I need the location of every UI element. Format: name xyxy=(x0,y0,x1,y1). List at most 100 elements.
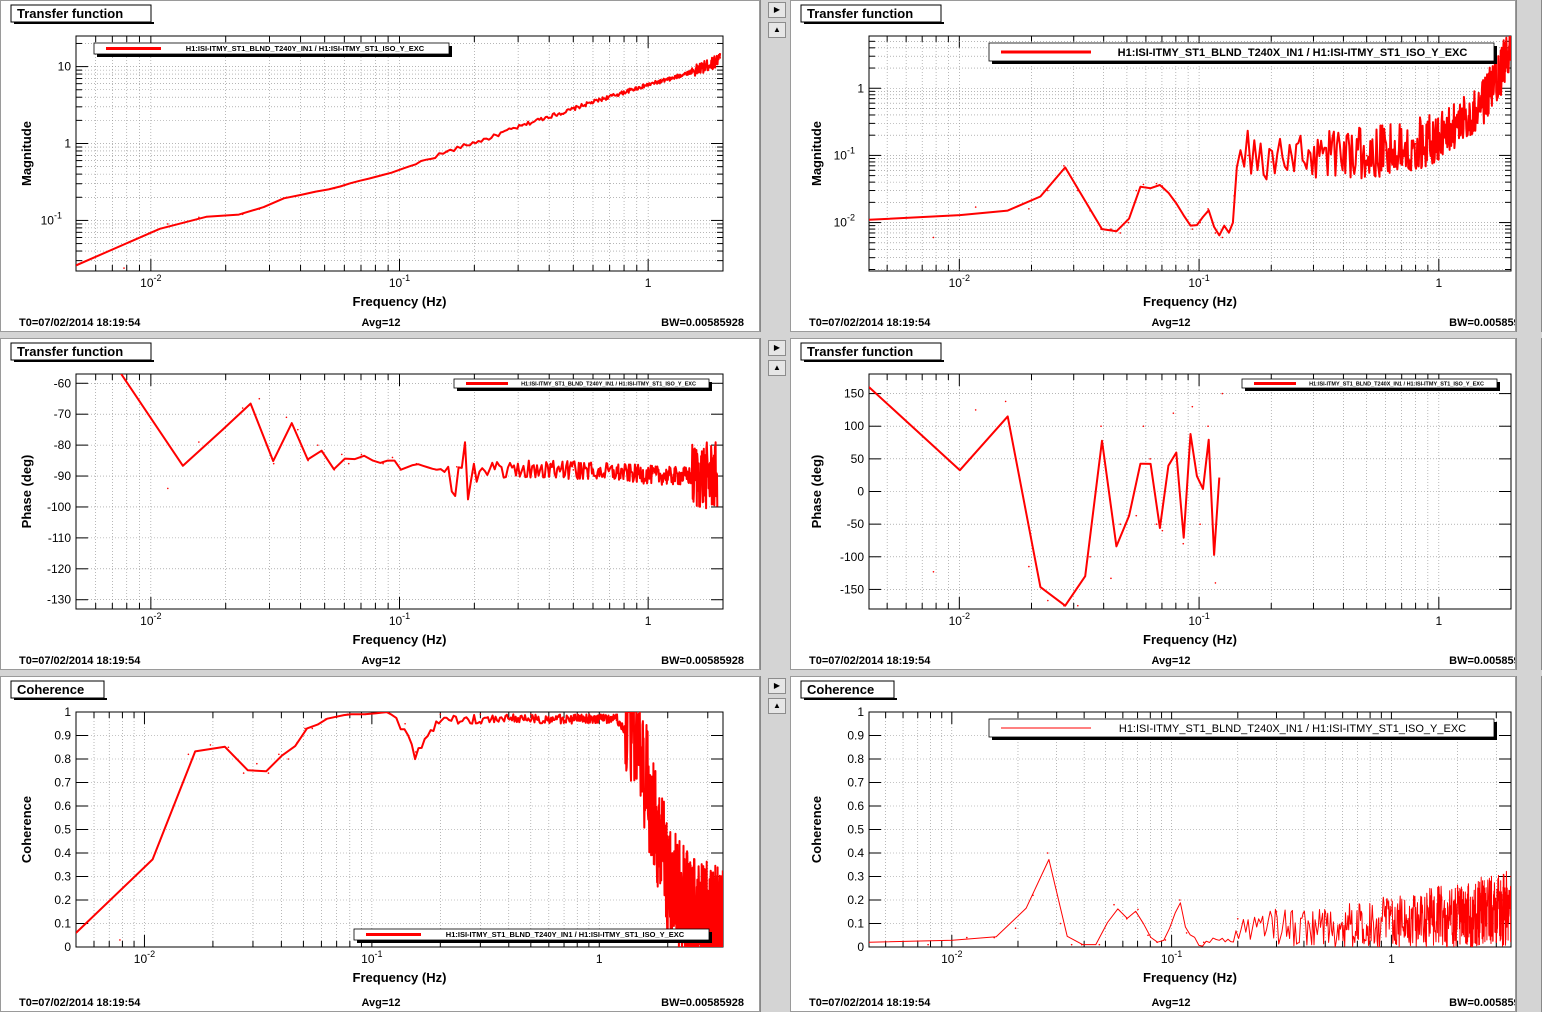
data-point xyxy=(666,875,669,878)
data-point xyxy=(620,92,623,95)
y-axis-label: Magnitude xyxy=(809,121,824,186)
up-arrow-button[interactable]: ▲ xyxy=(768,698,786,714)
data-point xyxy=(76,932,77,934)
data-point xyxy=(1275,910,1278,913)
data-point xyxy=(187,753,190,756)
right-edge-divider xyxy=(1516,0,1542,1012)
x-tick-label-base: 10 xyxy=(389,276,403,290)
data-point xyxy=(1214,232,1217,234)
footer-avg: Avg=12 xyxy=(1151,655,1190,667)
footer-t0: T0=07/02/2014 18:19:54 xyxy=(809,997,931,1009)
data-point xyxy=(258,208,261,210)
data-point xyxy=(391,456,394,459)
x-tick-label: 10-2 xyxy=(140,273,161,290)
right-arrow-button[interactable]: ▶ xyxy=(768,2,786,18)
data-point xyxy=(1059,922,1062,925)
data-point xyxy=(285,416,288,419)
phase-left-panel[interactable]: Transfer function 10-2 10-1 1 -130 -120 -110 -1… xyxy=(0,338,760,670)
data-point xyxy=(297,428,299,431)
data-point xyxy=(710,62,713,65)
data-point xyxy=(722,927,723,929)
x-axis-label: Frequency (Hz) xyxy=(353,970,447,985)
data-point xyxy=(1063,604,1065,607)
data-point xyxy=(167,487,169,490)
grid xyxy=(869,374,1512,609)
y-tick-label: -90 xyxy=(54,469,72,483)
y-axis-label: Phase (deg) xyxy=(809,455,824,529)
data-point xyxy=(119,939,121,941)
y-tick-label: 0.4 xyxy=(54,846,71,860)
x-tick-label: 10-2 xyxy=(949,273,970,290)
legend-box xyxy=(988,42,1495,62)
data-point xyxy=(386,712,389,713)
y-tick-label: 100 xyxy=(844,419,864,433)
data-point xyxy=(1149,458,1151,460)
data-point xyxy=(869,386,870,388)
data-point xyxy=(120,374,123,375)
y-axis-label: Magnitude xyxy=(19,121,34,186)
data-point xyxy=(435,469,437,471)
data-point xyxy=(1390,899,1393,901)
grid xyxy=(75,374,724,609)
footer-bw: BW=0.00585928 xyxy=(661,317,744,329)
data-point xyxy=(473,472,476,474)
y-tick-label: 0.9 xyxy=(54,729,71,743)
column-divider[interactable] xyxy=(760,0,794,1012)
legend-box xyxy=(353,928,710,941)
data-point xyxy=(1028,565,1030,568)
data-point xyxy=(241,213,244,216)
y-tick-label: 0 xyxy=(857,940,864,954)
data-point xyxy=(1142,183,1145,186)
x-axis-label: Frequency (Hz) xyxy=(1143,632,1237,647)
x-tick-label-base: 10 xyxy=(1188,614,1202,628)
x-tick-label-exp: -2 xyxy=(962,273,970,283)
data-point xyxy=(347,182,350,185)
footer-bw: BW=0.00585928 xyxy=(1449,317,1515,329)
data-point xyxy=(1164,939,1167,941)
data-point xyxy=(932,236,935,239)
coherence-right-panel[interactable]: Coherence 10-2 10-1 1 0 0.1 0.2 0.3 0.4 0.5 0.6 0.7… xyxy=(790,676,1532,1012)
x-tick-label-base: 1 xyxy=(645,276,652,290)
phase-right-panel[interactable]: Transfer function 10-2 10-1 1 -150 -100 -50 0 50… xyxy=(790,338,1532,670)
data-point xyxy=(688,910,691,913)
y-axis-label: Phase (deg) xyxy=(19,455,34,529)
x-tick-label: 1 xyxy=(1435,614,1442,628)
data-point xyxy=(241,407,244,409)
up-arrow-button[interactable]: ▲ xyxy=(768,22,786,38)
data-point xyxy=(1270,161,1273,163)
data-point xyxy=(1098,943,1101,946)
x-tick-label-base: 10 xyxy=(140,614,154,628)
up-arrow-button[interactable]: ▲ xyxy=(768,360,786,376)
legend-box xyxy=(988,718,1495,738)
data-point xyxy=(1199,221,1201,224)
magnitude-left-panel[interactable]: Transfer function 10-2 10-1 1 10-1 1 10 Frequen… xyxy=(0,0,760,332)
data-point xyxy=(671,77,674,80)
plot-frame xyxy=(75,35,724,272)
x-tick-label: 10-1 xyxy=(1161,949,1182,966)
y-axis-label: Coherence xyxy=(19,796,34,863)
data-point xyxy=(1077,189,1079,192)
y-tick-label: -80 xyxy=(54,438,72,452)
right-arrow-button[interactable]: ▶ xyxy=(768,678,786,694)
data-point xyxy=(1080,943,1083,946)
coherence-left-panel[interactable]: Coherence 10-2 10-1 1 0 0.1 0.2 0.3 0.4 0.5 0.6 0.7… xyxy=(0,676,760,1012)
data-point xyxy=(1191,405,1194,408)
data-point xyxy=(1110,228,1112,230)
y-tick-label: -130 xyxy=(47,593,71,607)
right-arrow-button[interactable]: ▶ xyxy=(768,340,786,356)
data-point xyxy=(372,176,374,179)
data-points xyxy=(76,57,722,269)
data-point xyxy=(1155,523,1158,525)
x-axis-label: Frequency (Hz) xyxy=(1143,294,1237,309)
x-tick-label: 1 xyxy=(1388,952,1395,966)
x-tick-label: 10-2 xyxy=(949,611,970,628)
data-point xyxy=(1155,182,1158,185)
data-point xyxy=(1191,228,1194,230)
magnitude-right-panel[interactable]: Transfer function 10-2 10-1 1 10-2 10-1 1 Frequ… xyxy=(790,0,1532,332)
